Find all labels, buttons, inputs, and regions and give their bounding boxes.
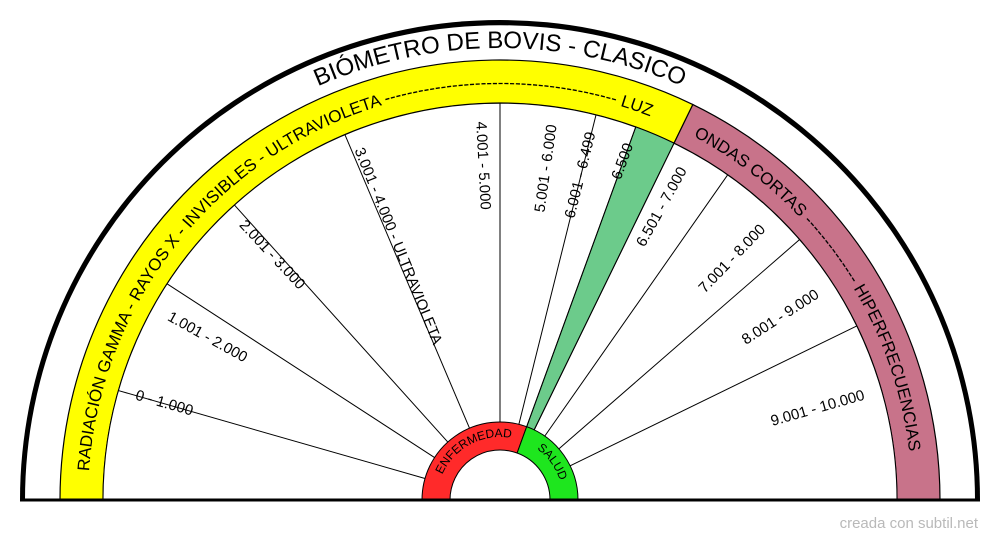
sector-divider-9 bbox=[544, 174, 729, 437]
sector-divider-7 bbox=[526, 126, 637, 427]
sector-divider-11 bbox=[569, 325, 858, 467]
sector-divider-8 bbox=[533, 142, 675, 431]
sector-divider-2 bbox=[166, 283, 435, 458]
sector-divider-1 bbox=[118, 390, 426, 479]
sector-divider-3 bbox=[233, 204, 449, 443]
sector-divider-10 bbox=[558, 239, 800, 450]
sector-divider-6 bbox=[518, 114, 597, 425]
sector-divider-4 bbox=[344, 134, 470, 429]
sector-label-5: 4.001 - 5.000 bbox=[472, 121, 494, 210]
credit-watermark: creada con subtil.net bbox=[839, 515, 978, 532]
